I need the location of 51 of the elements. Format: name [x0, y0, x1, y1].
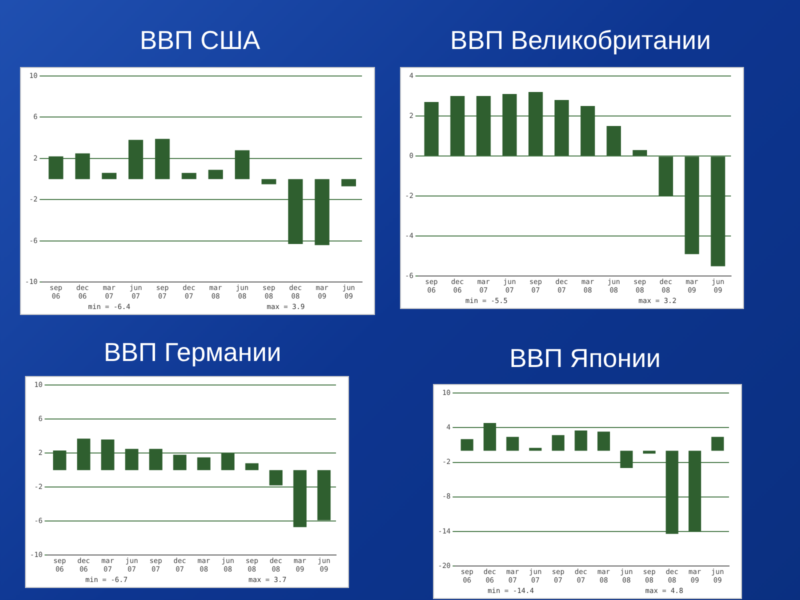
bar — [341, 179, 356, 186]
bar — [424, 102, 439, 156]
bar — [632, 150, 647, 156]
bar — [666, 450, 678, 534]
bar — [101, 439, 114, 470]
chart-title: ВВП США — [138, 25, 262, 56]
bar — [476, 96, 491, 156]
bar — [182, 172, 196, 180]
bar — [234, 150, 250, 180]
bar — [528, 92, 543, 156]
bar — [484, 423, 496, 451]
bar — [102, 172, 116, 180]
bar — [155, 138, 170, 180]
chart-title: ВВП Германии — [102, 337, 282, 368]
bar — [53, 450, 66, 470]
bar — [269, 470, 283, 486]
bar — [48, 156, 64, 180]
bar — [77, 438, 90, 470]
bar — [197, 457, 210, 470]
bar — [262, 179, 276, 184]
bar — [314, 179, 330, 246]
bar — [606, 126, 621, 156]
bar — [554, 100, 569, 156]
bar — [574, 430, 588, 451]
bar — [620, 450, 633, 468]
bar — [221, 453, 234, 470]
bar — [75, 153, 90, 180]
bar — [710, 156, 726, 266]
bar — [460, 439, 474, 451]
bar — [450, 96, 465, 156]
bar — [658, 156, 674, 196]
bar — [208, 170, 223, 180]
chart-title: ВВП Великобритании — [449, 25, 712, 56]
bar — [684, 156, 700, 254]
chart-title: ВВП Японии — [508, 343, 662, 374]
bar — [293, 470, 307, 528]
bar — [580, 106, 595, 156]
bar — [688, 450, 702, 532]
bar — [711, 436, 724, 451]
bar — [597, 432, 610, 451]
bar — [317, 470, 331, 520]
bar — [173, 454, 186, 470]
bar — [288, 179, 303, 244]
bar — [552, 435, 564, 451]
bar — [245, 463, 259, 470]
bar — [506, 436, 519, 451]
bar — [128, 140, 144, 180]
bar — [502, 94, 517, 156]
bar — [125, 448, 138, 470]
bar — [149, 448, 162, 470]
bar — [643, 450, 656, 454]
